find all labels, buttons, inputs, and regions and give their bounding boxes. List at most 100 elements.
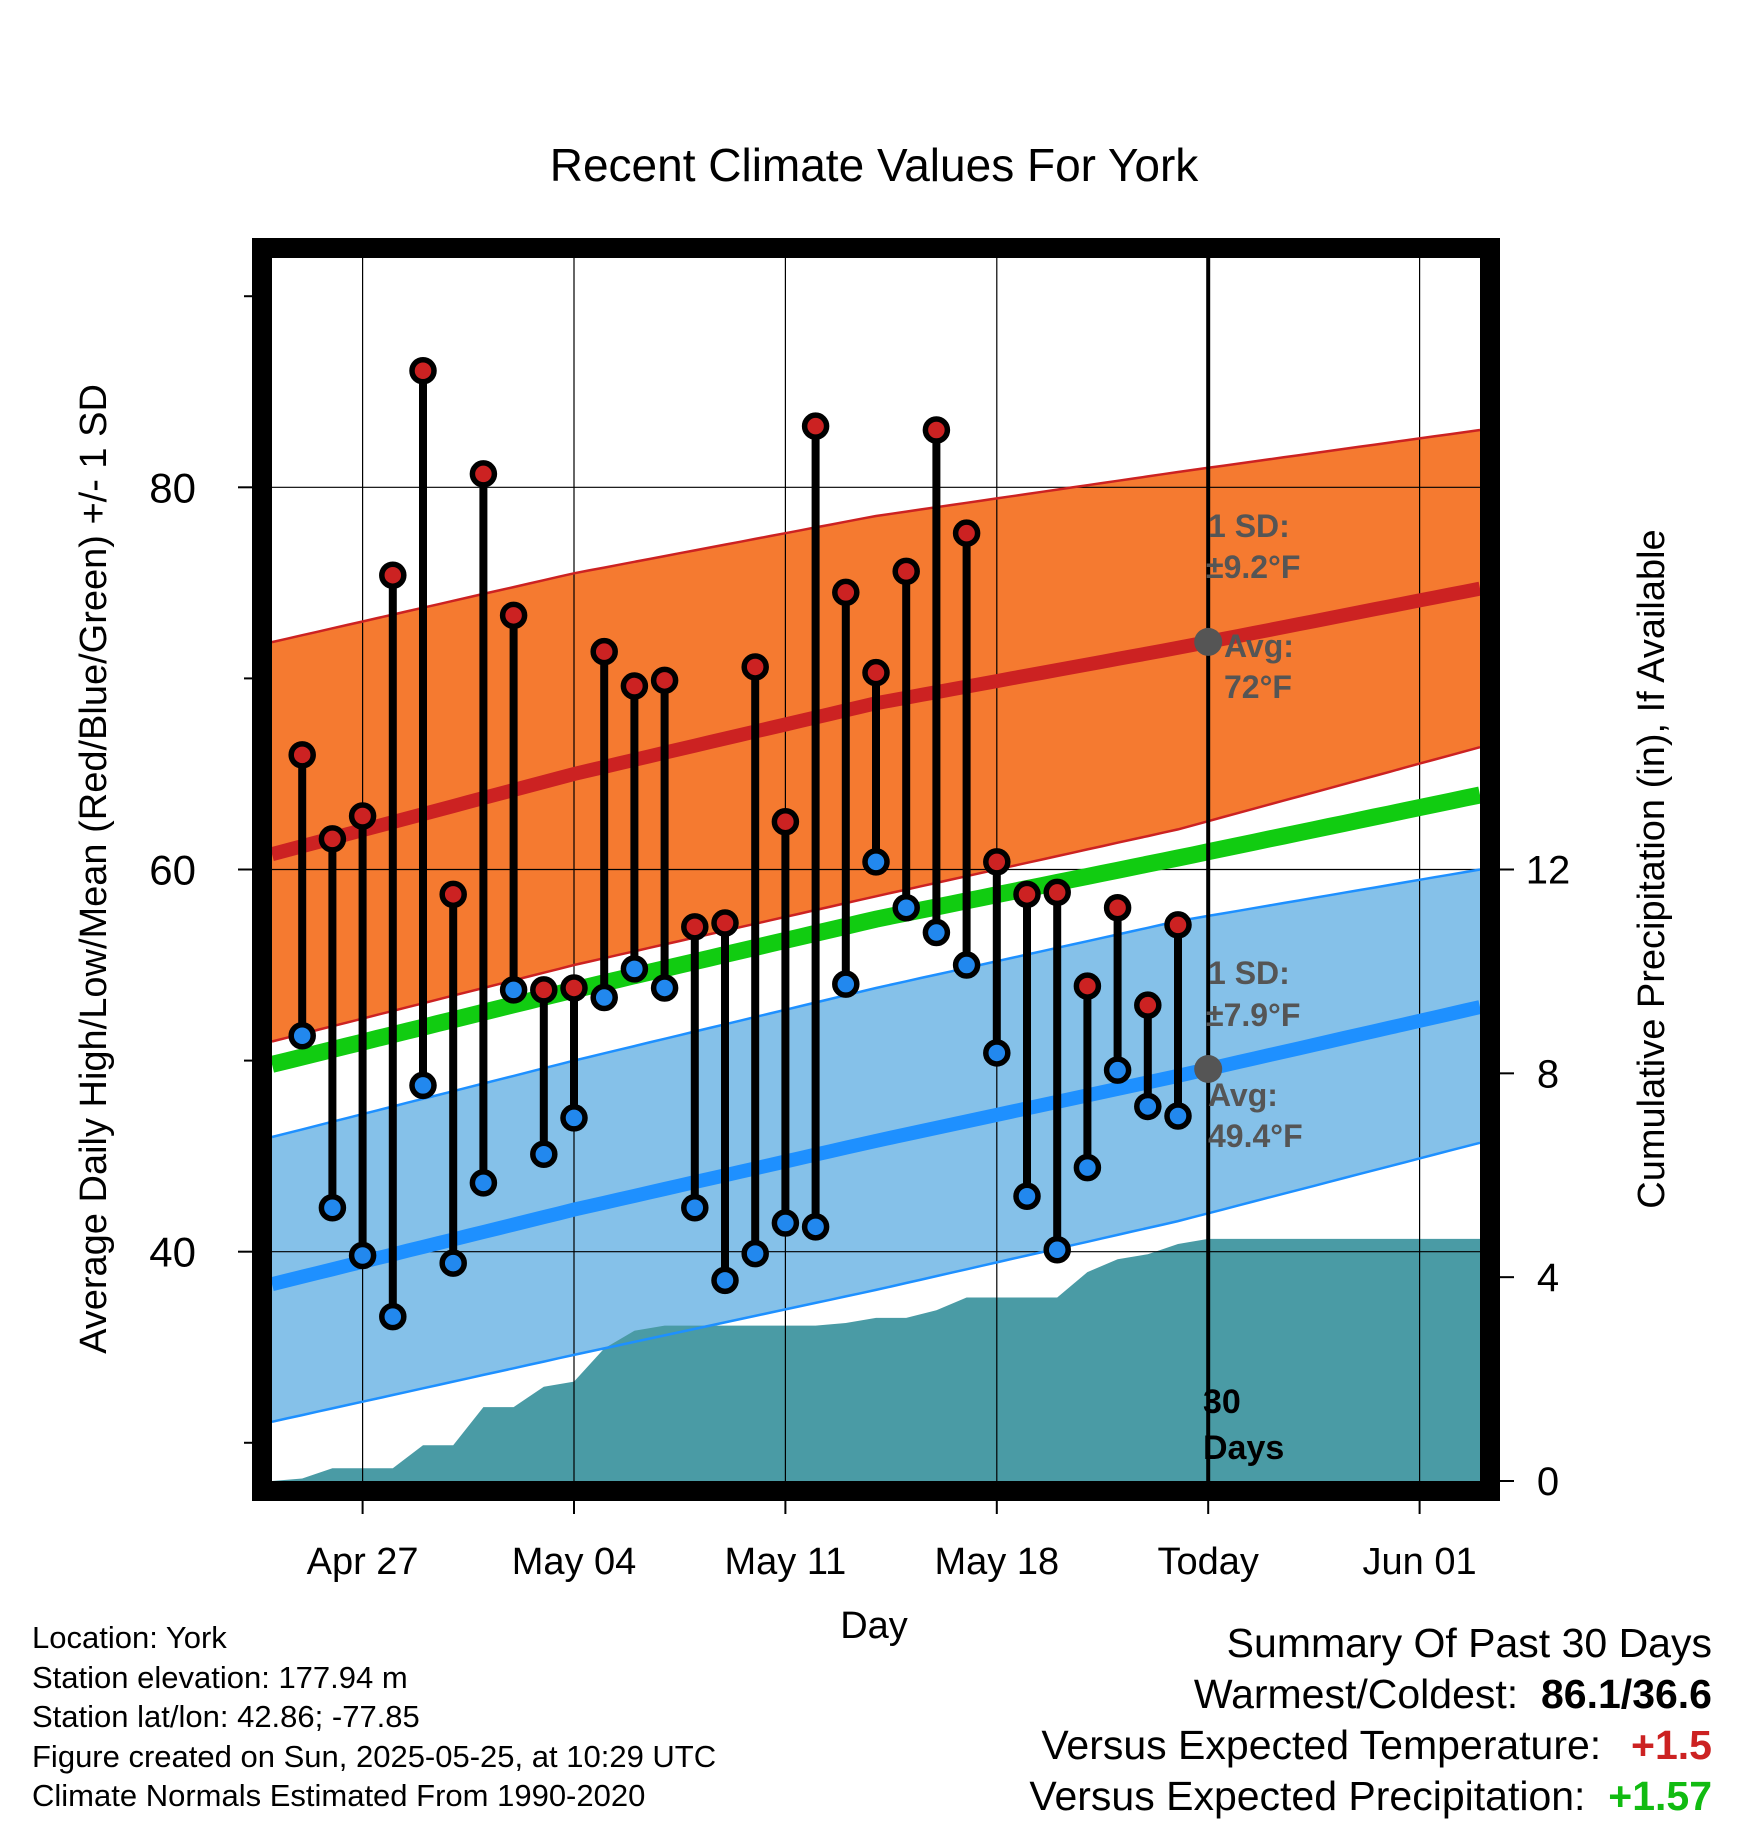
latlon-text: Station lat/lon: 42.86; -77.85 [32, 1699, 420, 1734]
mean-average-line [269, 786, 1482, 1073]
high-sd-upper-line [271, 428, 1481, 644]
low-point [1164, 1102, 1192, 1130]
high-point [469, 460, 498, 488]
y-axis-label: Average Daily High/Low/Mean (Red/Blue/Gr… [73, 384, 115, 1354]
low-point [620, 955, 649, 983]
normals-text: Climate Normals Estimated From 1990-2020 [32, 1778, 646, 1813]
high-point [1164, 911, 1192, 939]
low-point [560, 1104, 588, 1132]
x-tick-label-1: May 04 [512, 1541, 637, 1583]
summary-title: Summary Of Past 30 Days [1226, 1620, 1712, 1666]
today-days-word: Days [1203, 1429, 1284, 1467]
low-point [862, 848, 890, 876]
high-sd-lower-line [271, 745, 1481, 1043]
x-tick-label-2: May 11 [725, 1541, 847, 1583]
low-point [379, 1302, 407, 1331]
warmest-value: 86.1 [1540, 1671, 1621, 1717]
high-point [530, 976, 558, 1004]
temperature-anomaly-row: Versus Expected Temperature: +1.5 [1029, 1720, 1712, 1771]
y2-tick-label-1: 4 [1537, 1256, 1559, 1300]
high-point [922, 416, 951, 444]
high-point [379, 561, 407, 589]
low-point [1043, 1236, 1071, 1264]
low-sd-upper-line [271, 868, 1481, 1139]
y2-tick-label-3: 12 [1526, 849, 1571, 893]
high-point [590, 637, 618, 666]
high-point [892, 557, 920, 586]
high-point [499, 601, 528, 630]
high-point [1134, 991, 1162, 1019]
precipitation-anomaly-value: +1.57 [1608, 1773, 1712, 1819]
low-avg-label: Avg: [1208, 1077, 1278, 1113]
y-tick-label-1: 60 [149, 847, 196, 894]
high-point [741, 653, 769, 681]
x-tick-label-5: Jun 01 [1363, 1541, 1477, 1583]
high-point [681, 913, 709, 941]
precipitation-anomaly-row: Versus Expected Precipitation: +1.57 [1029, 1771, 1712, 1822]
low-point [409, 1071, 437, 1100]
low-average-line [270, 1000, 1482, 1291]
low-point [1073, 1153, 1102, 1182]
low-point [741, 1239, 769, 1268]
low-point [801, 1213, 830, 1241]
high-point [711, 909, 739, 937]
precipitation-anomaly-label: Versus Expected Precipitation: [1029, 1773, 1586, 1819]
low-sd-label: 1 SD: [1208, 955, 1290, 991]
warmest-coldest-row: Warmest/Coldest: 86.1/36.6 [1029, 1669, 1712, 1720]
warmest-coldest-separator: / [1620, 1671, 1633, 1717]
low-point [771, 1209, 800, 1237]
low-point [952, 951, 981, 979]
low-point [832, 970, 860, 998]
summary-panel: Summary Of Past 30 Days Warmest/Coldest:… [1029, 1618, 1712, 1822]
today-days-label: 30 Days [1203, 1383, 1284, 1467]
low-point [1134, 1092, 1162, 1121]
low-point [288, 1022, 316, 1050]
low-point [469, 1169, 498, 1197]
elevation-text: Station elevation: 177.94 m [32, 1659, 408, 1695]
chart-title: Recent Climate Values For York [550, 139, 1200, 191]
y-tick-label-2: 80 [149, 464, 196, 511]
low-sd-lower-line [271, 1141, 1481, 1424]
axis-ticks: Apr 27 May 04 May 11 May 18 Today Jun 0140608… [149, 295, 1571, 1583]
high-point [560, 974, 588, 1002]
today-low-average-marker [1194, 1055, 1223, 1084]
low-point [530, 1140, 558, 1168]
low-point [922, 918, 951, 947]
low-point [892, 893, 920, 922]
high-point [771, 807, 800, 836]
low-point [439, 1249, 467, 1277]
plot-content [269, 258, 1482, 1481]
high-point [832, 578, 860, 607]
low-point [1103, 1056, 1132, 1084]
high-point [1013, 880, 1041, 909]
temperature-anomaly-label: Versus Expected Temperature: [1041, 1722, 1602, 1768]
high-point [409, 356, 437, 385]
y2-axis-label: Cumulative Precipitation (in), If Availa… [1631, 529, 1673, 1208]
low-point [318, 1193, 347, 1222]
high-point [620, 672, 649, 700]
high-point [439, 880, 467, 909]
y-tick-label-0: 40 [149, 1229, 196, 1276]
high-point [1073, 972, 1102, 1000]
y2-tick-label-2: 8 [1537, 1052, 1559, 1096]
high-point [650, 666, 679, 695]
high-point [288, 741, 316, 769]
low-point [1013, 1182, 1041, 1211]
today-days-count: 30 [1203, 1383, 1241, 1421]
high-avg-label: Avg: [1224, 628, 1294, 664]
coldest-value: 36.6 [1632, 1671, 1712, 1717]
warmest-coldest-label: Warmest/Coldest: [1193, 1671, 1519, 1717]
today-high-average-marker [1194, 627, 1223, 656]
high-sd-value: ±9.2°F [1206, 549, 1300, 585]
high-point [318, 825, 347, 853]
low-point [983, 1039, 1011, 1067]
high-point [348, 802, 377, 830]
high-point [862, 658, 890, 687]
x-tick-label-0: Apr 27 [307, 1541, 419, 1583]
low-point [650, 974, 679, 1002]
high-point [801, 412, 830, 440]
high-point [1103, 893, 1132, 922]
plot-frame [252, 238, 1500, 1501]
high-normal-label: 1 SD: ±9.2°F Avg: 72°F [1206, 508, 1300, 705]
